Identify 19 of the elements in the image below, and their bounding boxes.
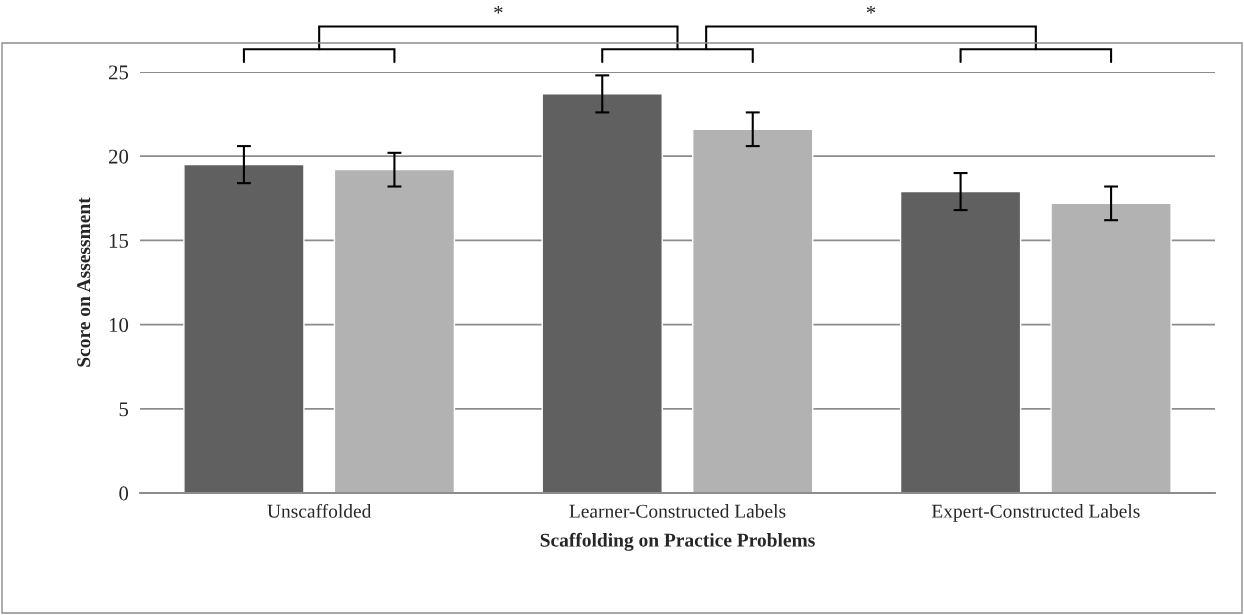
x-tick-label: Unscaffolded <box>267 503 372 518</box>
bar <box>333 168 456 493</box>
bar <box>541 93 663 493</box>
y-tick-label: 5 <box>119 402 129 417</box>
bar <box>692 128 814 493</box>
y-tick-label: 15 <box>109 233 129 248</box>
y-tick-label: 0 <box>119 486 129 501</box>
y-axis-title: Score on Assessment <box>77 197 91 367</box>
x-axis-title: Scaffolding on Practice Problems <box>540 532 815 551</box>
y-tick-label: 10 <box>109 317 129 333</box>
y-tick-label: 25 <box>108 65 129 80</box>
x-tick-label: Expert-Constructed Labels <box>931 504 1140 522</box>
x-tick-label: Learner-Constructed Labels <box>569 504 786 518</box>
bar <box>1050 202 1172 493</box>
bar <box>899 190 1022 493</box>
y-tick-label: 20 <box>108 149 129 164</box>
text: * <box>494 5 503 14</box>
bar <box>183 163 305 493</box>
text: * <box>866 5 876 14</box>
